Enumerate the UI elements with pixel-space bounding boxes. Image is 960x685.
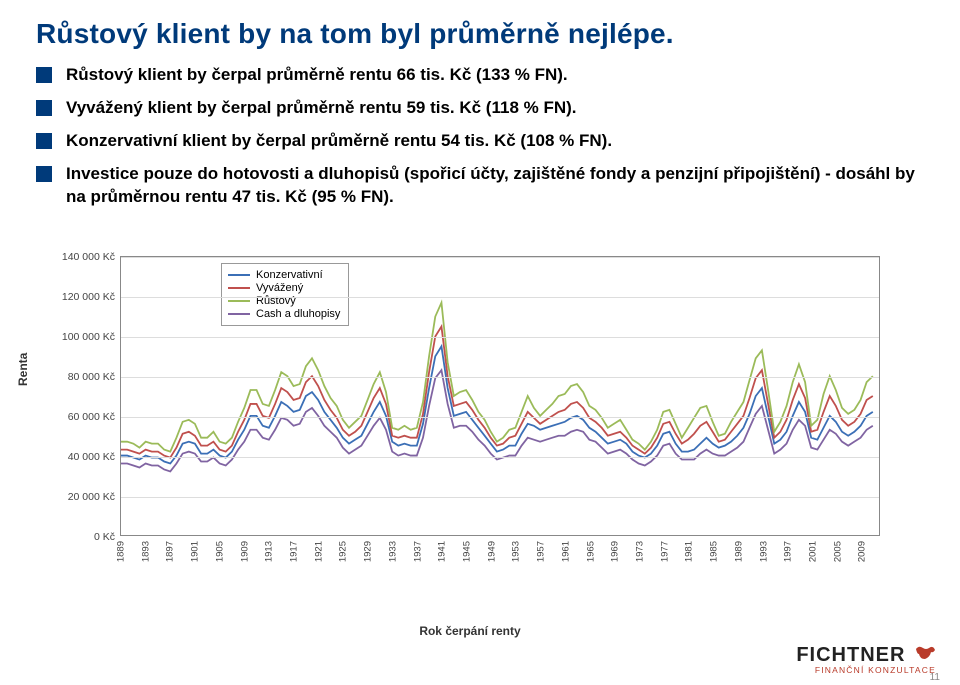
- x-tick-label: 2009: [857, 541, 868, 562]
- x-tick-label: 1913: [264, 541, 275, 562]
- y-tick-label: 100 000 Kč: [62, 331, 115, 343]
- x-tick-label: 1949: [486, 541, 497, 562]
- x-tick-label: 1889: [116, 541, 127, 562]
- bullet-text: Vyvážený klient by čerpal průměrně rentu…: [66, 97, 577, 120]
- x-tick-label: 1953: [511, 541, 522, 562]
- y-axis-label: Renta: [16, 353, 30, 386]
- bullet-item: Růstový klient by čerpal průměrně rentu …: [36, 64, 924, 87]
- page-title: Růstový klient by na tom byl průměrně ne…: [0, 0, 960, 64]
- bullet-square-icon: [36, 100, 52, 116]
- x-tick-label: 1901: [190, 541, 201, 562]
- x-tick-label: 1897: [165, 541, 176, 562]
- page-number: 11: [930, 672, 940, 683]
- brand-name: FICHTNER: [796, 644, 936, 667]
- x-tick-label: 1945: [462, 541, 473, 562]
- bullet-square-icon: [36, 67, 52, 83]
- y-tick-label: 80 000 Kč: [68, 371, 115, 383]
- x-tick-label: 1937: [412, 541, 423, 562]
- x-tick-label: 1941: [437, 541, 448, 562]
- x-tick-label: 1977: [659, 541, 670, 562]
- x-tick-label: 1929: [363, 541, 374, 562]
- x-tick-label: 1925: [338, 541, 349, 562]
- bullet-item: Vyvážený klient by čerpal průměrně rentu…: [36, 97, 924, 120]
- x-tick-label: 1965: [585, 541, 596, 562]
- chart-lines: [121, 257, 879, 535]
- x-tick-label: 1893: [140, 541, 151, 562]
- x-tick-label: 1909: [239, 541, 250, 562]
- bullet-text: Konzervativní klient by čerpal průměrně …: [66, 130, 612, 153]
- x-tick-label: 1961: [560, 541, 571, 562]
- brand-footer: FICHTNER FINANČNÍ KONZULTACE: [796, 644, 936, 675]
- y-tick-label: 60 000 Kč: [68, 411, 115, 423]
- bullet-list: Růstový klient by čerpal průměrně rentu …: [0, 64, 960, 225]
- y-tick-label: 140 000 Kč: [62, 251, 115, 263]
- y-tick-label: 0 Kč: [94, 531, 115, 543]
- bullet-text: Růstový klient by čerpal průměrně rentu …: [66, 64, 568, 87]
- bullet-text: Investice pouze do hotovosti a dluhopisů…: [66, 163, 924, 209]
- y-tick-label: 20 000 Kč: [68, 491, 115, 503]
- bull-icon: [914, 645, 936, 663]
- chart-plot-area: KonzervativníVyváženýRůstovýCash a dluho…: [120, 256, 880, 536]
- x-tick-label: 1985: [709, 541, 720, 562]
- x-tick-label: 1997: [783, 541, 794, 562]
- x-tick-label: 1905: [214, 541, 225, 562]
- bullet-item: Konzervativní klient by čerpal průměrně …: [36, 130, 924, 153]
- x-tick-label: 1993: [758, 541, 769, 562]
- x-tick-label: 1933: [387, 541, 398, 562]
- y-tick-label: 40 000 Kč: [68, 451, 115, 463]
- x-tick-label: 1973: [635, 541, 646, 562]
- x-tick-label: 1917: [289, 541, 300, 562]
- x-tick-label: 1981: [684, 541, 695, 562]
- x-axis-label: Rok čerpání renty: [50, 624, 890, 638]
- renta-chart: Renta KonzervativníVyváženýRůstovýCash a…: [50, 256, 890, 592]
- series-line: [121, 327, 873, 458]
- x-tick-label: 2001: [808, 541, 819, 562]
- brand-subtitle: FINANČNÍ KONZULTACE: [796, 665, 936, 675]
- bullet-item: Investice pouze do hotovosti a dluhopisů…: [36, 163, 924, 209]
- y-tick-label: 120 000 Kč: [62, 291, 115, 303]
- bullet-square-icon: [36, 133, 52, 149]
- bullet-square-icon: [36, 166, 52, 182]
- x-tick-label: 1989: [733, 541, 744, 562]
- x-tick-label: 2005: [832, 541, 843, 562]
- x-tick-label: 1921: [313, 541, 324, 562]
- x-tick-label: 1969: [610, 541, 621, 562]
- x-tick-label: 1957: [536, 541, 547, 562]
